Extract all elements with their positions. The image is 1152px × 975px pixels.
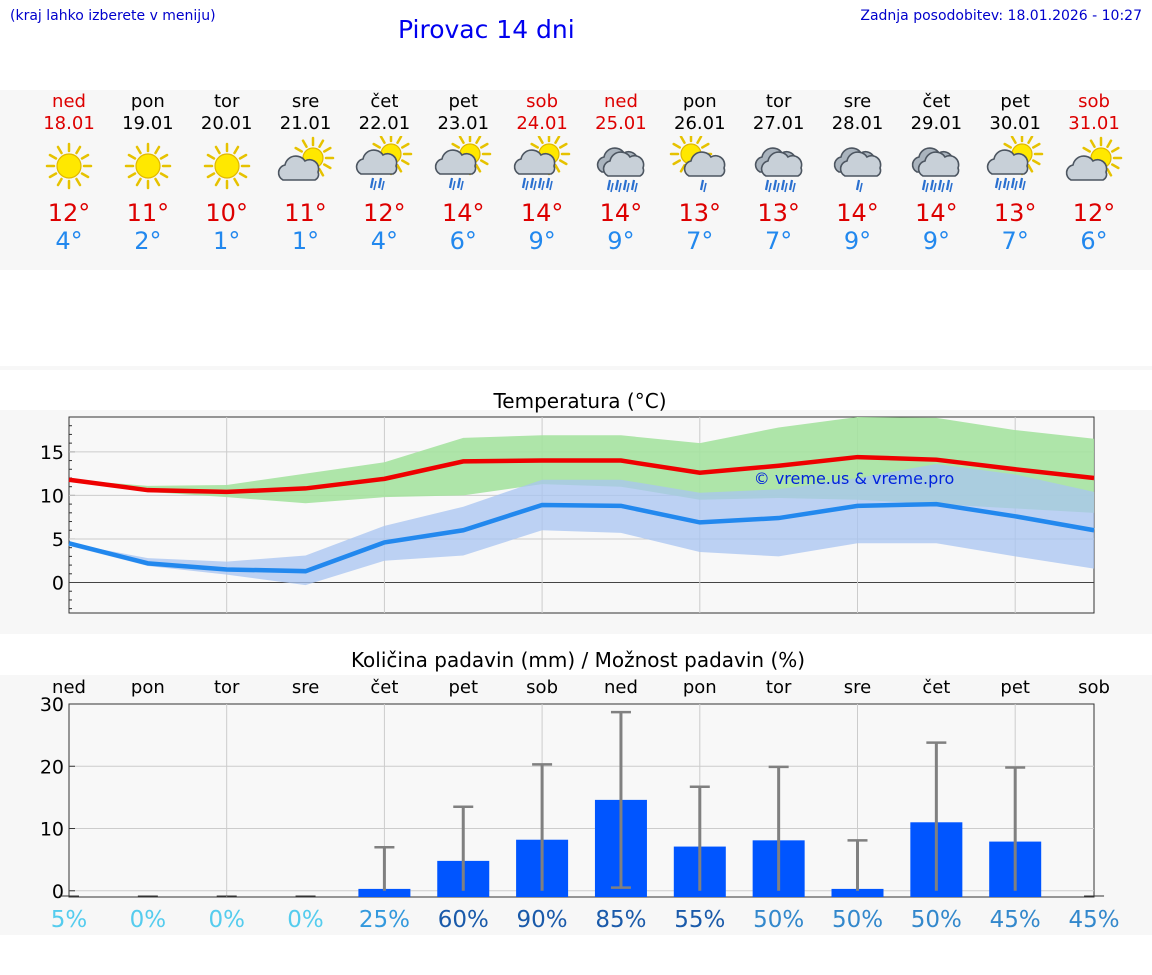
day-name: pon xyxy=(130,91,165,112)
sun-cloud-light-rain-icon xyxy=(665,136,735,196)
max-temp: 11° xyxy=(126,199,170,227)
cloud-heavy-rain-icon xyxy=(586,136,656,196)
precipitation-chart-title: Količina padavin (mm) / Možnost padavin … xyxy=(351,648,805,672)
day-name: sre xyxy=(291,91,320,112)
cloud-rain-icon xyxy=(823,136,893,196)
day-date: 19.01 xyxy=(122,113,174,134)
day-date: 18.01 xyxy=(43,113,95,134)
partly-cloudy-icon xyxy=(1059,136,1129,196)
day-name: pon xyxy=(682,91,717,112)
min-temp: 7° xyxy=(1001,227,1029,255)
max-temp: 13° xyxy=(678,199,722,227)
max-temp: 14° xyxy=(441,199,485,227)
day-date: 22.01 xyxy=(358,113,411,134)
day-name: tor xyxy=(213,91,240,112)
cloud-heavy-rain-icon xyxy=(744,136,814,196)
max-temp: 14° xyxy=(599,199,643,227)
day-name: sob xyxy=(1078,91,1110,112)
min-temp: 1° xyxy=(213,227,241,255)
max-temp: 12° xyxy=(47,199,91,227)
min-temp: 9° xyxy=(922,227,950,255)
day-name: ned xyxy=(603,91,638,112)
max-temp: 14° xyxy=(915,199,958,227)
day-date: 31.01 xyxy=(1068,113,1120,134)
day-date: 21.01 xyxy=(279,113,332,134)
day-name: ned xyxy=(52,91,86,112)
sun-cloud-heavy-rain-icon xyxy=(507,136,577,196)
last-update: Zadnja posodobitev: 18.01.2026 - 10:27 xyxy=(860,8,1142,24)
sun-cloud-heavy-rain-icon xyxy=(980,136,1050,196)
min-temp: 7° xyxy=(765,227,793,255)
day-date: 29.01 xyxy=(910,113,963,134)
max-temp: 11° xyxy=(284,199,327,227)
day-date: 27.01 xyxy=(752,113,805,134)
min-temp: 9° xyxy=(607,227,635,255)
sun-cloud-rain-icon xyxy=(349,136,419,196)
sunny-icon xyxy=(34,136,104,196)
max-temp: 14° xyxy=(836,199,879,227)
day-date: 25.01 xyxy=(595,113,647,134)
max-temp: 10° xyxy=(205,199,248,227)
day-date: 23.01 xyxy=(437,113,490,134)
min-temp: 1° xyxy=(291,227,320,255)
day-date: 26.01 xyxy=(674,113,726,134)
day-date: 28.01 xyxy=(831,113,884,134)
min-temp: 6° xyxy=(1080,227,1108,255)
min-temp: 9° xyxy=(843,227,872,255)
sunny-icon xyxy=(113,136,183,196)
sunny-icon xyxy=(192,136,262,196)
day-name: sre xyxy=(843,91,872,112)
max-temp: 13° xyxy=(993,199,1037,227)
max-temp: 13° xyxy=(757,199,800,227)
max-temp: 12° xyxy=(1072,199,1116,227)
partly-cloudy-icon xyxy=(271,136,341,196)
page-title: Pirovac 14 dni xyxy=(398,15,575,44)
day-name: sob xyxy=(526,91,558,112)
forecast-panel xyxy=(0,90,1152,270)
day-name: pet xyxy=(1000,91,1030,112)
min-temp: 4° xyxy=(370,227,399,255)
min-temp: 7° xyxy=(686,227,714,255)
day-name: pet xyxy=(448,91,479,112)
day-date: 20.01 xyxy=(200,113,253,134)
day-name: čet xyxy=(922,91,951,112)
max-temp: 14° xyxy=(520,199,564,227)
max-temp: 12° xyxy=(363,199,406,227)
divider xyxy=(0,366,1152,370)
day-date: 24.01 xyxy=(516,113,568,134)
min-temp: 9° xyxy=(528,227,556,255)
min-temp: 6° xyxy=(449,227,477,255)
day-date: 30.01 xyxy=(989,113,1041,134)
precipitation-panel xyxy=(0,675,1152,935)
day-name: čet xyxy=(370,91,399,112)
location-hint: (kraj lahko izberete v meniju) xyxy=(10,8,216,24)
cloud-heavy-rain-icon xyxy=(901,136,971,196)
day-name: tor xyxy=(765,91,792,112)
min-temp: 4° xyxy=(55,227,83,255)
sun-cloud-rain-icon xyxy=(428,136,498,196)
min-temp: 2° xyxy=(134,227,162,255)
temperature-panel xyxy=(0,410,1152,634)
